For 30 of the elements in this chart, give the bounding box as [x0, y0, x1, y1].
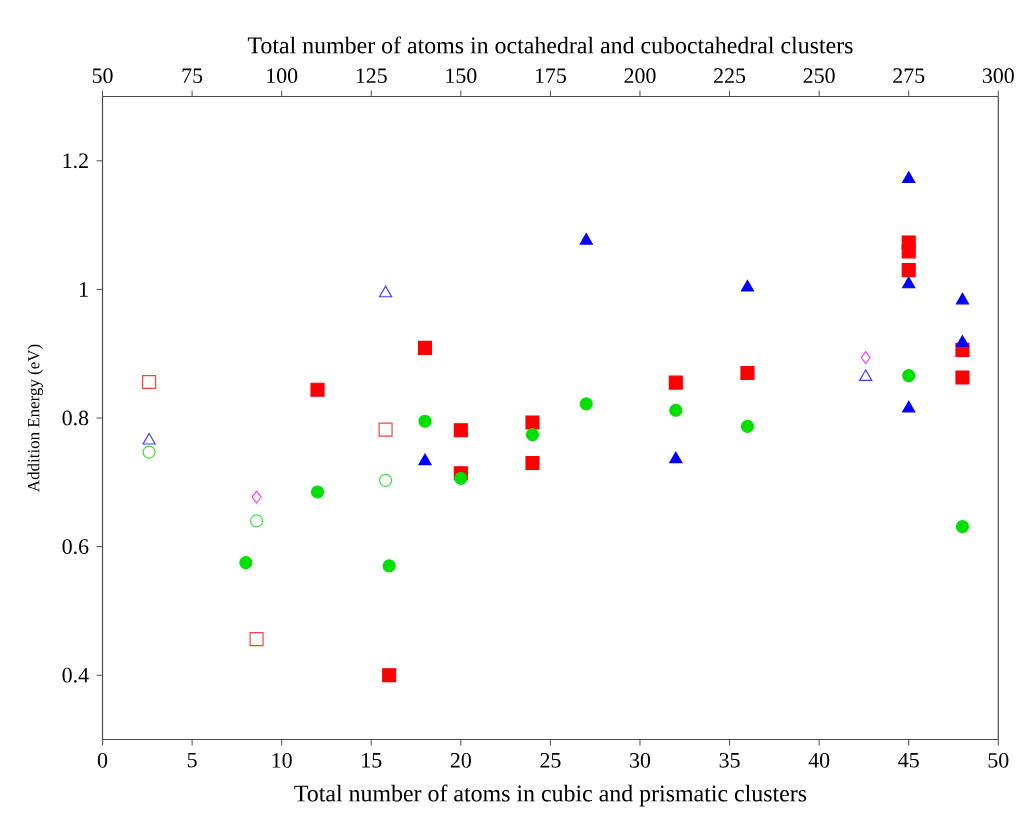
x-tick-label: 10 — [272, 752, 292, 768]
y-tick-label: 0.6 — [62, 539, 89, 555]
x-tick-label: 40 — [808, 752, 830, 768]
x-axis-title: Total number of atoms in cubic and prismatic clusters — [294, 784, 807, 807]
x-tick-label: 5 — [187, 752, 197, 768]
x-tick-label: 35 — [719, 752, 740, 768]
x-tick-label: 50 — [988, 752, 1009, 768]
x2-tick-label: 250 — [803, 68, 835, 84]
x-tick-label: 45 — [898, 752, 919, 768]
x2-tick-label: 175 — [535, 68, 566, 84]
x2-tick-label: 225 — [714, 68, 746, 84]
x2-tick-label: 50 — [92, 68, 113, 84]
x2-tick-label: 150 — [446, 68, 477, 84]
x2-tick-label: 100 — [267, 68, 298, 84]
y-tick-label: 0.4 — [62, 667, 89, 683]
x2-axis-title: Total number of atoms in octahedral and cuboctahedral clusters — [247, 36, 853, 54]
y-axis-title: Addition Energy (eV) — [27, 344, 43, 492]
x2-tick-label: 300 — [982, 68, 1014, 84]
y-tick-label: 1.2 — [63, 153, 88, 169]
x2-tick-label: 275 — [893, 68, 925, 84]
x2-tick-label: 200 — [624, 68, 656, 84]
x2-tick-label: 75 — [182, 68, 203, 84]
x-tick-label: 25 — [540, 752, 561, 768]
y-tick-label: 1 — [80, 282, 88, 297]
x2-tick-label: 125 — [356, 68, 387, 84]
x-tick-label: 20 — [450, 752, 471, 768]
x-tick-label: 0 — [97, 752, 108, 768]
x-tick-label: 15 — [362, 752, 382, 768]
x-tick-label: 30 — [630, 752, 651, 768]
y-tick-label: 0.8 — [62, 410, 89, 426]
